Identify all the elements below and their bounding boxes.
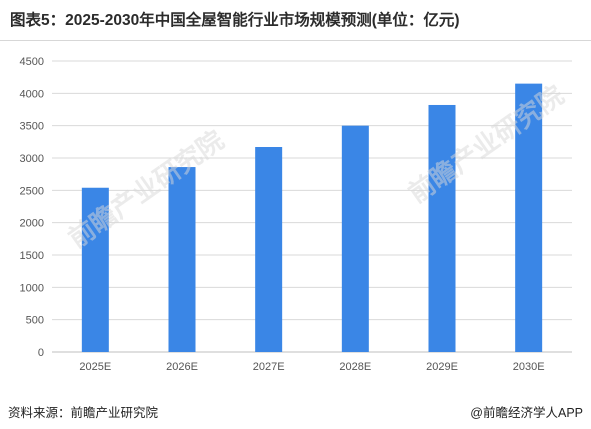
y-tick-label: 1000 [20,282,44,294]
source-note: 资料来源：前瞻产业研究院 [8,406,159,420]
y-tick-label: 4000 [20,88,44,100]
y-tick-label: 3500 [20,121,44,133]
bar-2030E [515,83,543,352]
x-tick-label: 2030E [513,361,545,373]
credit-note: @前瞻经济学人APP [470,406,583,420]
y-tick-label: 0 [38,347,44,359]
bar-2028E [341,125,369,353]
x-tick-label: 2027E [253,361,285,373]
title-divider [0,40,591,41]
bar-2025E [81,187,109,352]
x-tick-label: 2028E [339,361,371,373]
bar-2027E [255,147,283,352]
x-tick-label: 2026E [166,361,198,373]
bar-2029E [428,104,456,353]
bar-2026E [168,167,196,352]
x-tick-label: 2025E [79,361,111,373]
y-tick-label: 2500 [20,185,44,197]
x-tick-label: 2029E [426,361,458,373]
y-tick-label: 3000 [20,153,44,165]
y-tick-label: 4500 [20,56,44,68]
chart-title: 图表5：2025-2030年中国全屋智能行业市场规模预测(单位：亿元) [10,12,460,29]
y-tick-label: 1500 [20,250,44,262]
y-tick-label: 2000 [20,218,44,230]
y-tick-label: 500 [26,315,44,327]
